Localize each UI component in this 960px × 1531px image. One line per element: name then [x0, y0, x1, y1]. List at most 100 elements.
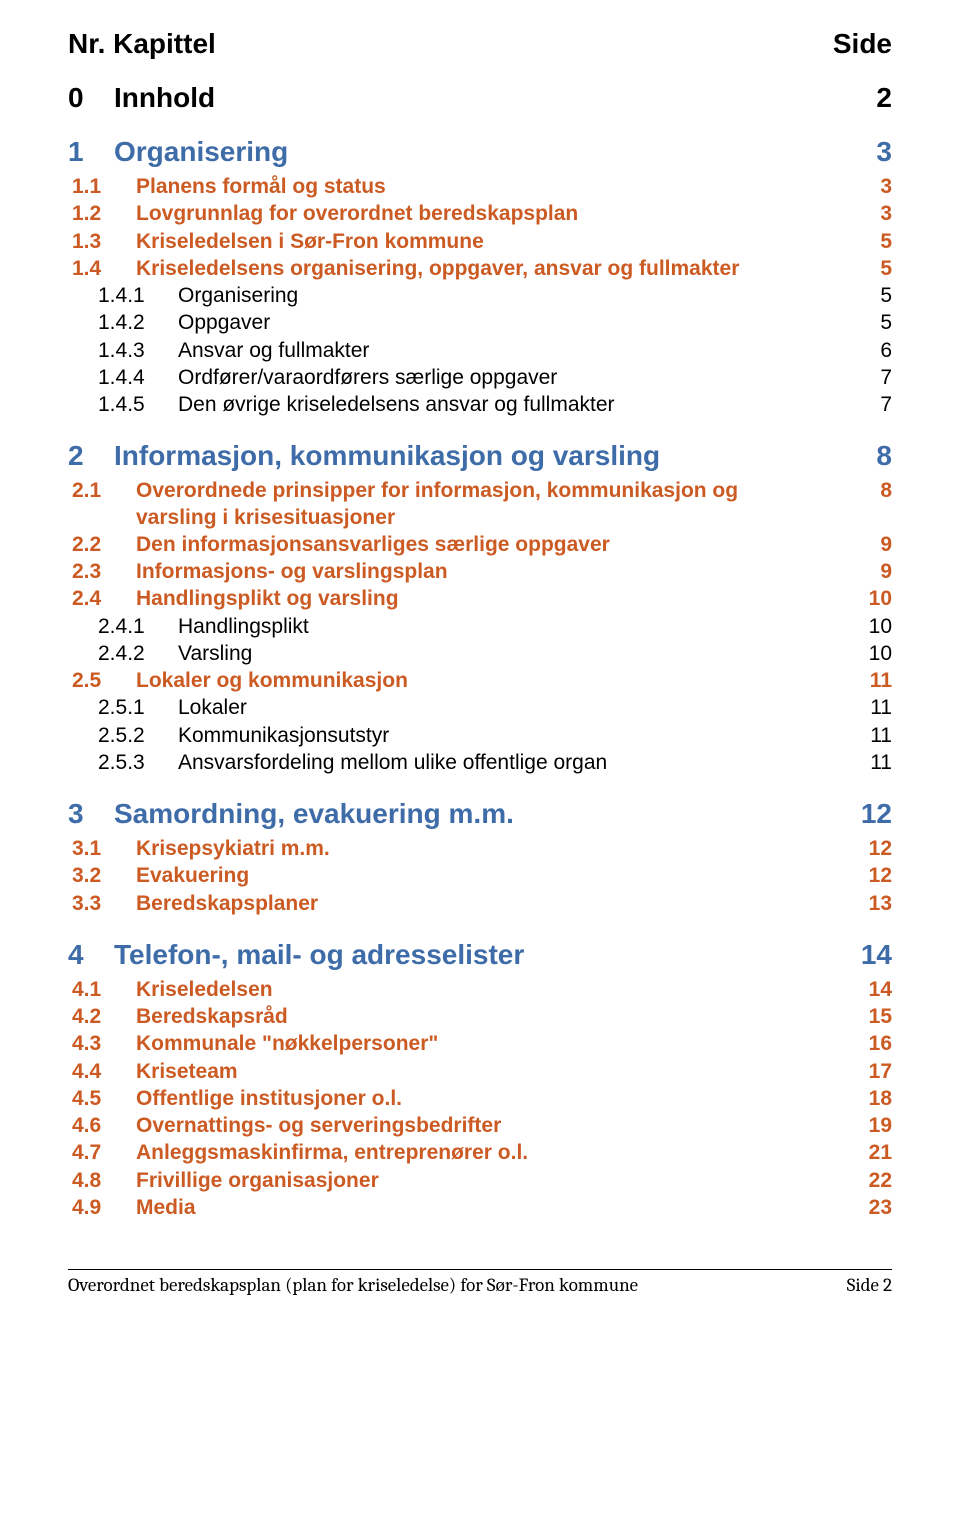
toc-entry-title: Kriseledelsen i Sør-Fron kommune	[136, 230, 484, 253]
toc-entry-level2: 1.4.4Ordfører/varaordførers særlige oppg…	[68, 365, 892, 391]
toc-entry-label: 2.5.3Ansvarsfordeling mellom ulike offen…	[68, 750, 862, 776]
toc-entry-label: 4.9Media	[68, 1195, 861, 1221]
toc-entry-label: 4.8Frivillige organisasjoner	[68, 1168, 861, 1194]
toc-entry-page: 6	[872, 338, 892, 364]
toc-entry-title: Beredskapsplaner	[136, 892, 318, 915]
toc-entry-page: 11	[862, 695, 892, 721]
toc-entry-level1: 1.4Kriseledelsens organisering, oppgaver…	[68, 256, 892, 282]
toc-entry-title: Kommunikasjonsutstyr	[178, 724, 389, 747]
toc-entry-level2: 2.4.2Varsling10	[68, 641, 892, 667]
toc-entry-number: 0	[68, 82, 114, 114]
toc-entry-number: 4.1	[68, 977, 136, 1003]
toc-entry-title: Handlingsplikt og varsling	[136, 587, 399, 610]
toc-entry-title: Overnattings- og serveringsbedrifter	[136, 1114, 501, 1137]
toc-entry-page: 14	[853, 939, 892, 971]
toc-entry-level2: 2.4.1Handlingsplikt10	[68, 614, 892, 640]
toc-entry-page: 10	[861, 586, 892, 612]
toc-entry-label: 4Telefon-, mail- og adresselister	[68, 939, 853, 971]
toc-entry-title: Media	[136, 1196, 196, 1219]
toc-entry-label: 4.6Overnattings- og serveringsbedrifter	[68, 1113, 861, 1139]
toc-entry-number: 4.7	[68, 1140, 136, 1166]
toc-entry-page: 12	[861, 863, 892, 889]
toc-entry-number: 2.5.2	[68, 723, 178, 749]
toc-entry-page: 9	[872, 559, 892, 585]
toc-entry-page: 5	[872, 229, 892, 255]
toc-entry-level2: 1.4.2Oppgaver5	[68, 310, 892, 336]
toc-entry-label: 4.1Kriseledelsen	[68, 977, 861, 1003]
toc-entry-number: 3	[68, 798, 114, 830]
toc-entry-page: 7	[872, 392, 892, 418]
toc-entry-page: 11	[862, 750, 892, 776]
toc-entry-title: Frivillige organisasjoner	[136, 1169, 379, 1192]
toc-entry-label: 1.4Kriseledelsens organisering, oppgaver…	[68, 256, 872, 282]
toc-entry-number: 3.3	[68, 891, 136, 917]
toc-entry-number: 2.5	[68, 668, 136, 694]
toc-entry-label: 1.4.4Ordfører/varaordførers særlige oppg…	[68, 365, 872, 391]
toc-entry-page: 5	[872, 256, 892, 282]
toc-entry-title: Innhold	[114, 82, 215, 113]
toc-entry-level1: 1.2Lovgrunnlag for overordnet beredskaps…	[68, 201, 892, 227]
toc-header-right: Side	[833, 28, 892, 60]
toc-entry-page: 16	[861, 1031, 892, 1057]
toc-entry-number: 1.1	[68, 174, 136, 200]
toc-entry-level1: 4.9Media23	[68, 1195, 892, 1221]
toc-entry-label: 4.2Beredskapsråd	[68, 1004, 861, 1030]
toc-entry-number: 2.5.3	[68, 750, 178, 776]
toc-entry-level1: 4.8Frivillige organisasjoner22	[68, 1168, 892, 1194]
toc-entry-level1: 1.1Planens formål og status3	[68, 174, 892, 200]
toc-entry-title: Telefon-, mail- og adresselister	[114, 939, 524, 970]
footer-left: Overordnet beredskapsplan (plan for kris…	[68, 1274, 638, 1296]
toc-entry-title: Informasjon, kommunikasjon og varsling	[114, 440, 660, 471]
toc-header-left: Nr. Kapittel	[68, 28, 216, 60]
toc-entry-page: 19	[861, 1113, 892, 1139]
toc-entry-number: 2.4	[68, 586, 136, 612]
toc-entry-page: 8	[872, 478, 892, 504]
footer-right: Side 2	[847, 1274, 892, 1296]
toc-entry-level1: 4.1Kriseledelsen14	[68, 977, 892, 1003]
toc-entry-label: 1.3Kriseledelsen i Sør-Fron kommune	[68, 229, 872, 255]
toc-entry-number: 4.4	[68, 1059, 136, 1085]
toc-entry-label: 0Innhold	[68, 82, 868, 114]
toc-entry-page: 13	[861, 891, 892, 917]
toc-entry-level1: 4.5Offentlige institusjoner o.l.18	[68, 1086, 892, 1112]
toc-entry-label: 3.2Evakuering	[68, 863, 861, 889]
toc-entry-number: 4.5	[68, 1086, 136, 1112]
toc-entry-page: 7	[872, 365, 892, 391]
toc-entry-level1: 4.6Overnattings- og serveringsbedrifter1…	[68, 1113, 892, 1139]
toc-entry-title: Anleggsmaskinfirma, entreprenører o.l.	[136, 1141, 528, 1164]
toc-entry-number: 3.1	[68, 836, 136, 862]
toc-entry-title: Organisering	[178, 284, 298, 307]
toc-entry-level1: 2.1Overordnede prinsipper for informasjo…	[68, 478, 892, 531]
toc-entry-number: 2.4.2	[68, 641, 178, 667]
toc-entry-page: 11	[862, 668, 892, 694]
toc-entry-label: 3Samordning, evakuering m.m.	[68, 798, 853, 830]
toc-entry-label: 4.4Kriseteam	[68, 1059, 861, 1085]
toc-entry-level1: 4.7Anleggsmaskinfirma, entreprenører o.l…	[68, 1140, 892, 1166]
toc-entry-level2: 2.5.1Lokaler11	[68, 695, 892, 721]
toc-entry-title: Beredskapsråd	[136, 1005, 288, 1028]
toc-entry-number: 1	[68, 136, 114, 168]
toc-entry-page: 3	[868, 136, 892, 168]
toc-entry-label: 2.5.1Lokaler	[68, 695, 862, 721]
toc-entry-title: Kriseteam	[136, 1060, 238, 1083]
toc-entry-level1: 4.3Kommunale "nøkkelpersoner"16	[68, 1031, 892, 1057]
toc-entry-number: 2.4.1	[68, 614, 178, 640]
toc-entry-title: Informasjons- og varslingsplan	[136, 560, 448, 583]
toc-entry-title: Ansvar og fullmakter	[178, 339, 369, 362]
toc-entry-title: Den informasjonsansvarliges særlige oppg…	[136, 533, 610, 556]
toc-entry-level1: 2.5Lokaler og kommunikasjon 11	[68, 668, 892, 694]
toc-entry-label: 1Organisering	[68, 136, 868, 168]
toc-entry-label: 2.2Den informasjonsansvarliges særlige o…	[68, 532, 872, 558]
toc-entry-title: Lokaler og kommunikasjon	[136, 669, 408, 692]
toc-entry-label: 2.4Handlingsplikt og varsling	[68, 586, 861, 612]
footer-row: Overordnet beredskapsplan (plan for kris…	[68, 1274, 892, 1296]
toc-entry-label: 1.4.5Den øvrige kriseledelsens ansvar og…	[68, 392, 872, 418]
toc-entry-page: 10	[861, 641, 892, 667]
toc-entry-label: 4.7Anleggsmaskinfirma, entreprenører o.l…	[68, 1140, 861, 1166]
toc-entry-title-continuation: varsling i krisesituasjoner	[68, 505, 866, 531]
toc-entry-page: 10	[861, 614, 892, 640]
toc-entry-section-head: 4Telefon-, mail- og adresselister14	[68, 939, 892, 971]
toc-entry-number: 2.3	[68, 559, 136, 585]
toc-entry-level2: 2.5.3Ansvarsfordeling mellom ulike offen…	[68, 750, 892, 776]
toc-entry-page: 22	[861, 1168, 892, 1194]
